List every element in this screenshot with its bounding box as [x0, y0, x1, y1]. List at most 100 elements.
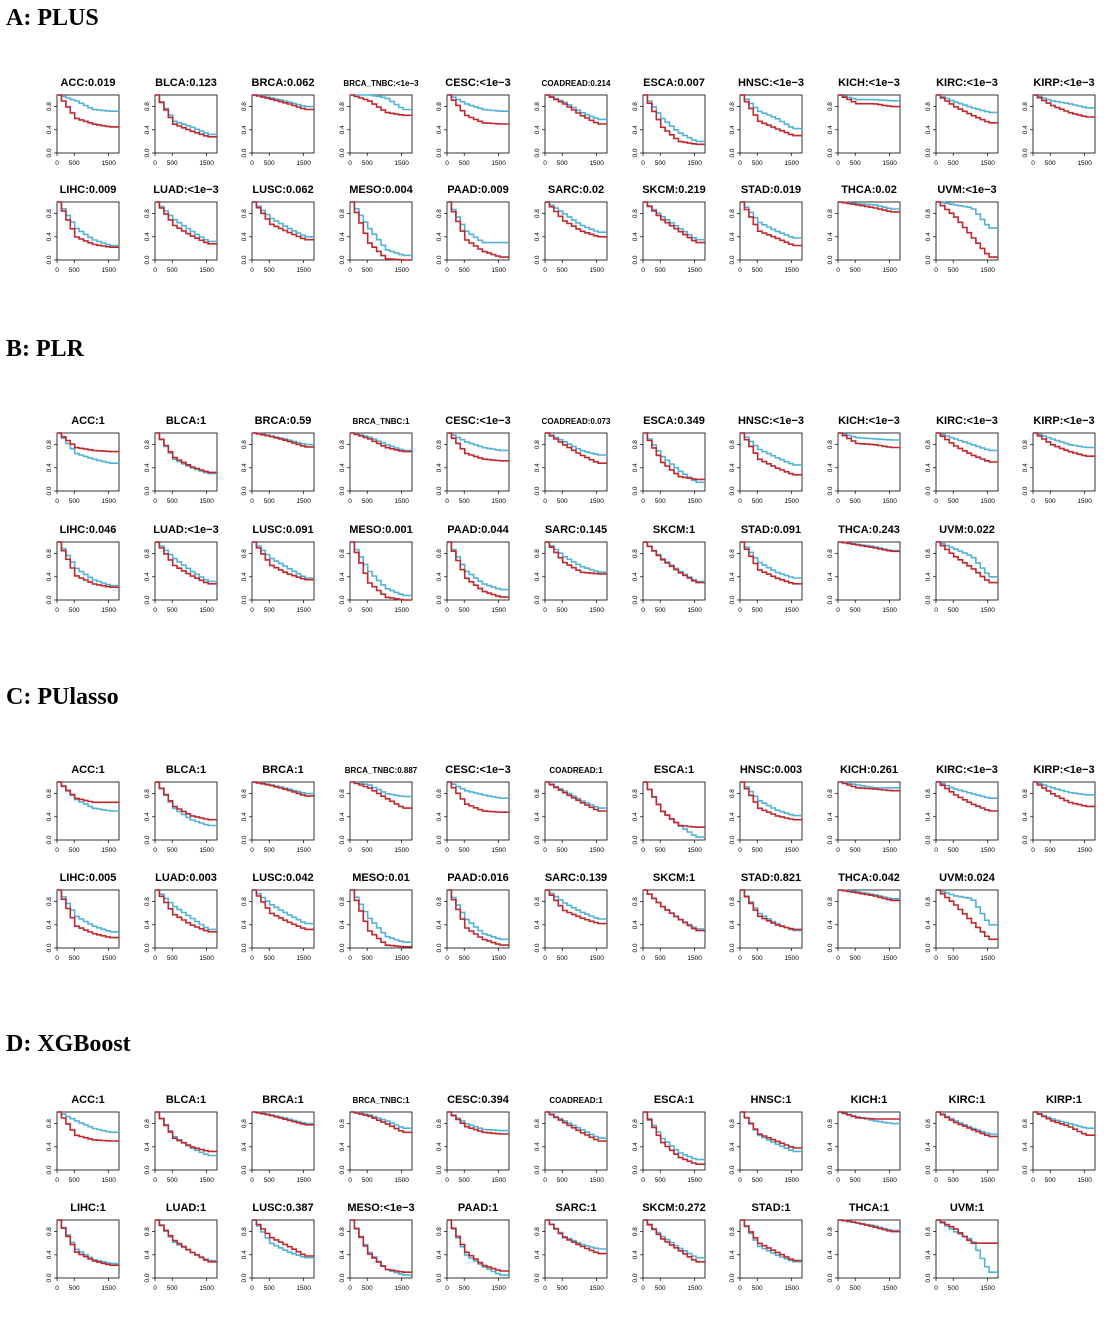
survival-curve-red	[350, 432, 412, 453]
y-tick-label: 0.0	[46, 255, 53, 264]
x-tick-label: 500	[459, 607, 470, 614]
x-tick-label: 1500	[882, 160, 897, 167]
survival-curve-red	[936, 201, 998, 258]
x-tick-label: 500	[362, 955, 373, 962]
y-tick-label: 0.4	[729, 1142, 736, 1151]
x-tick-label: 1500	[296, 1177, 311, 1184]
survival-curve-blue	[936, 432, 998, 452]
y-tick-label: 0.4	[534, 1250, 541, 1259]
plot-frame	[1032, 432, 1096, 492]
plot-frame	[446, 432, 510, 492]
plot-frame	[446, 1111, 510, 1171]
panel-title: KIRC:<1e−3	[936, 415, 998, 427]
panel-title: LUAD:<1e−3	[153, 184, 218, 196]
y-tick-label: 0.8	[339, 789, 346, 798]
km-panel: SARC:0.139 0.0 0.4 0.8 0 500 1500	[534, 872, 608, 962]
y-tick-label: 0.8	[144, 440, 151, 449]
km-panel: ACC:1 0.0 0.4 0.8 0 500 1500	[46, 1094, 120, 1184]
y-tick-label: 0.4	[1022, 125, 1029, 134]
survival-curve-red	[740, 541, 802, 585]
y-tick-label: 0.0	[241, 255, 248, 264]
x-tick-label: 500	[557, 1285, 568, 1292]
x-tick-label: 1500	[980, 1285, 995, 1292]
y-tick-label: 0.0	[144, 835, 151, 844]
y-tick-label: 0.0	[144, 595, 151, 604]
x-tick-label: 1500	[394, 607, 409, 614]
y-tick-label: 0.0	[241, 1165, 248, 1174]
y-tick-label: 0.8	[339, 897, 346, 906]
y-tick-label: 0.0	[534, 486, 541, 495]
plot-frame	[837, 201, 901, 261]
plot-frame	[349, 201, 413, 261]
x-tick-label: 1500	[394, 267, 409, 274]
x-tick-label: 500	[655, 160, 666, 167]
y-tick-label: 0.0	[534, 1273, 541, 1282]
x-tick-label: 0	[250, 607, 254, 614]
x-tick-label: 500	[362, 1285, 373, 1292]
survival-curve-red	[57, 94, 119, 128]
x-tick-label: 0	[641, 955, 645, 962]
y-tick-label: 0.4	[729, 572, 736, 581]
survival-curve-red	[155, 889, 217, 933]
x-tick-label: 500	[459, 1177, 470, 1184]
y-tick-label: 0.0	[632, 595, 639, 604]
x-tick-label: 0	[348, 847, 352, 854]
y-tick-label: 0.4	[632, 1142, 639, 1151]
x-tick-label: 500	[557, 160, 568, 167]
panel-title: KIRP:<1e−3	[1033, 77, 1094, 89]
x-tick-label: 1500	[687, 267, 702, 274]
y-tick-label: 0.8	[46, 549, 53, 558]
x-tick-label: 0	[641, 267, 645, 274]
km-panel: BRCA:0.59 0.0 0.4 0.8 0 500 1500	[241, 415, 315, 505]
x-tick-label: 500	[264, 607, 275, 614]
y-tick-label: 0.4	[1022, 1142, 1029, 1151]
km-panel: STAD:0.091 0.0 0.4 0.8 0 500 1500	[729, 524, 803, 614]
y-tick-label: 0.0	[241, 835, 248, 844]
y-tick-label: 0.4	[925, 232, 932, 241]
km-panel: BRCA:1 0.0 0.4 0.8 0 500 1500	[241, 1094, 315, 1184]
plot-frame	[251, 1219, 315, 1279]
x-tick-label: 1500	[1077, 160, 1092, 167]
x-tick-label: 1500	[296, 847, 311, 854]
y-tick-label: 0.8	[339, 209, 346, 218]
x-tick-label: 0	[250, 847, 254, 854]
x-tick-label: 500	[948, 267, 959, 274]
x-tick-label: 500	[459, 267, 470, 274]
x-tick-label: 0	[641, 1177, 645, 1184]
panel-title: BLCA:1	[166, 415, 206, 427]
y-tick-label: 0.4	[632, 920, 639, 929]
x-tick-label: 1500	[589, 607, 604, 614]
x-tick-label: 500	[655, 955, 666, 962]
survival-curve-red	[1033, 1111, 1095, 1136]
y-tick-label: 0.0	[925, 1273, 932, 1282]
panel-title: BRCA:0.062	[252, 77, 315, 89]
y-tick-label: 0.4	[925, 572, 932, 581]
survival-curve-red	[155, 1111, 217, 1153]
y-tick-label: 0.0	[827, 255, 834, 264]
plot-frame	[154, 94, 218, 154]
x-tick-label: 500	[167, 1285, 178, 1292]
section-title-b: B: PLR	[6, 336, 84, 362]
x-tick-label: 1500	[784, 1177, 799, 1184]
x-tick-label: 0	[348, 607, 352, 614]
plot-frame	[642, 541, 706, 601]
plot-frame	[544, 432, 608, 492]
x-tick-label: 1500	[589, 955, 604, 962]
survival-curve-red	[838, 889, 900, 902]
plot-frame	[739, 1111, 803, 1171]
plot-frame	[642, 889, 706, 949]
y-tick-label: 0.4	[46, 1250, 53, 1259]
km-panel: BRCA_TNBC:1 0.0 0.4 0.8 0 500 1500	[339, 417, 413, 505]
km-panel: UVM:0.024 0.0 0.4 0.8 0 500 1500	[925, 872, 999, 962]
km-panel: CESC:<1e−3 0.0 0.4 0.8 0 500 1500	[436, 77, 511, 167]
y-tick-label: 0.4	[46, 125, 53, 134]
x-tick-label: 0	[55, 955, 59, 962]
panel-title: STAD:0.019	[741, 184, 801, 196]
plot-frame	[739, 432, 803, 492]
y-tick-label: 0.0	[827, 835, 834, 844]
survival-curve-red	[838, 201, 900, 213]
panel-title: KICH:<1e−3	[838, 415, 900, 427]
km-panel: LIHC:0.009 0.0 0.4 0.8 0 500 1500	[46, 184, 120, 274]
y-tick-label: 0.8	[241, 1119, 248, 1128]
panel-title: LUSC:0.091	[252, 524, 313, 536]
